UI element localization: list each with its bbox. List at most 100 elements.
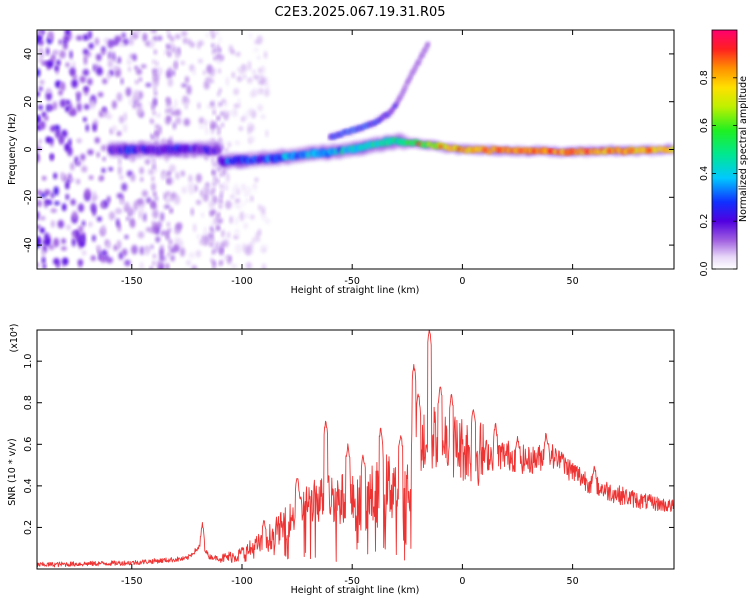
noise-blob — [101, 249, 108, 257]
noise-blob — [141, 190, 148, 197]
noise-blob — [251, 237, 256, 245]
noise-blob — [210, 190, 214, 196]
noise-blob — [65, 99, 71, 105]
noise-blob — [106, 241, 111, 250]
noise-blob — [71, 237, 76, 247]
spectrogram-y-ticks: -40 -20 0 20 40 — [23, 48, 674, 253]
noise-blob — [217, 167, 221, 173]
noise-blob — [65, 105, 70, 113]
noise-blob — [204, 119, 208, 127]
noise-blob — [135, 79, 139, 85]
noise-blob — [170, 111, 177, 116]
noise-blob — [166, 30, 170, 34]
noise-blob — [214, 123, 218, 129]
noise-blob — [46, 60, 54, 68]
snr-plot-area — [37, 330, 674, 569]
noise-blob — [155, 236, 161, 243]
noise-blob — [68, 109, 76, 116]
noise-blob — [212, 67, 216, 73]
noise-blob — [139, 261, 144, 269]
noise-blob — [39, 216, 46, 221]
noise-blob — [192, 67, 196, 76]
colorbar-tick-label: 0.4 — [699, 166, 710, 181]
noise-blob — [247, 60, 252, 71]
noise-blob — [101, 51, 106, 56]
noise-blob — [227, 141, 232, 148]
noise-blob — [164, 49, 168, 56]
noise-blob — [153, 221, 157, 227]
noise-blob — [39, 120, 46, 130]
noise-blob — [70, 162, 75, 171]
noise-blob — [75, 35, 83, 41]
noise-blob — [120, 77, 124, 85]
noise-blob — [48, 137, 54, 143]
noise-blob — [258, 204, 262, 211]
branch-cell — [426, 42, 430, 47]
ridge-peak — [438, 145, 443, 149]
noise-blob — [172, 121, 176, 130]
noise-blob — [77, 259, 84, 266]
noise-blob — [225, 200, 232, 210]
noise-blob — [213, 55, 217, 61]
noise-blob — [212, 169, 216, 175]
noise-blob — [198, 117, 205, 125]
noise-blob — [153, 190, 157, 196]
noise-blob — [52, 101, 58, 110]
noise-blob — [263, 50, 268, 59]
x-tick-label: 50 — [567, 576, 579, 587]
noise-blob — [62, 257, 69, 266]
x-tick-label: 0 — [459, 576, 465, 587]
noise-blob — [53, 237, 60, 248]
noise-blob — [87, 78, 93, 86]
y-tick-label: -40 — [23, 237, 34, 253]
noise-blob — [242, 201, 246, 207]
noise-blob — [252, 75, 260, 80]
noise-blob — [45, 88, 52, 94]
noise-blob — [217, 126, 221, 132]
noise-blob — [81, 220, 86, 227]
noise-blob — [165, 43, 169, 49]
noise-blob — [181, 30, 188, 37]
noise-blob — [217, 68, 221, 74]
noise-blob — [137, 231, 145, 239]
noise-blob — [119, 115, 125, 124]
noise-blob — [37, 91, 40, 97]
noise-blob — [136, 199, 141, 204]
noise-blob — [94, 37, 100, 46]
noise-blob — [116, 56, 122, 64]
noise-blob — [164, 255, 168, 263]
noise-blob — [168, 164, 176, 173]
noise-blob — [58, 39, 62, 45]
noise-blob — [206, 103, 212, 109]
figure-title: C2E3.2025.067.19.31.R05 — [274, 5, 445, 20]
noise-blob — [245, 185, 252, 194]
noise-blob — [114, 35, 120, 46]
noise-blob — [239, 69, 244, 75]
noise-blob — [108, 51, 112, 60]
snr-marks — [37, 330, 674, 568]
noise-blob — [91, 196, 96, 202]
noise-blob — [37, 154, 40, 163]
noise-blob — [226, 172, 230, 183]
noise-blob — [212, 261, 217, 267]
noise-blob — [247, 79, 254, 85]
noise-blob — [209, 226, 213, 232]
noise-blob — [196, 234, 201, 239]
noise-blob — [79, 241, 85, 248]
noise-blob — [195, 250, 201, 258]
noise-blob — [146, 197, 152, 204]
noise-blob — [102, 106, 107, 112]
x-tick-label: -100 — [231, 276, 253, 287]
snr-frame — [36, 329, 675, 570]
noise-blob — [150, 244, 154, 250]
noise-blob — [76, 161, 80, 166]
noise-blob — [66, 224, 71, 231]
noise-blob — [130, 173, 136, 182]
noise-blob — [106, 256, 114, 264]
noise-blob — [53, 172, 58, 180]
noise-blob — [263, 88, 270, 97]
noise-blob — [190, 207, 194, 216]
x-tick-label: -100 — [231, 576, 253, 587]
noise-blob — [240, 117, 246, 123]
